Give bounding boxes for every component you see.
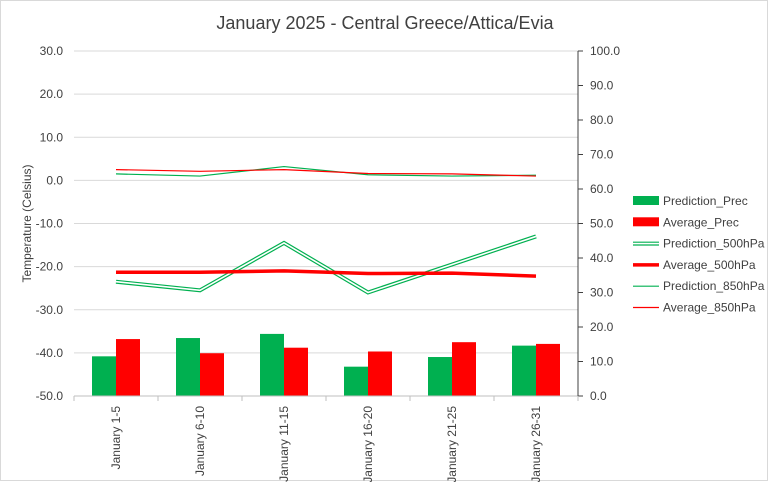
y-left-tick-label: 0.0 [46,173,63,187]
bar [536,343,560,396]
y-right-tick-label: 70.0 [590,148,614,162]
x-tick-label: January 21-25 [445,406,459,482]
x-tick-label: January 6-10 [193,406,207,476]
series-line-inner [115,235,537,294]
y-right-tick-label: 100.0 [590,44,620,58]
x-tick-label: January 1-5 [109,406,123,470]
legend-swatch [633,217,659,227]
y-left-tick-label: 10.0 [40,130,64,144]
bar [452,342,476,396]
bar [260,333,284,396]
legend: Prediction_Prec Average_Prec Prediction_50… [633,194,765,315]
x-tick-label: January 16-20 [361,406,375,482]
y-right-tick-label: 30.0 [590,286,614,300]
y-right-tick-label: 20.0 [590,320,614,334]
bar [512,345,536,396]
y-right-tick-label: 0.0 [590,389,607,403]
chart-title: January 2025 - Central Greece/Attica/Evi… [216,13,554,33]
series-line [115,234,537,295]
bar [368,351,392,396]
y-left-tick-label: -10.0 [36,217,64,231]
legend-label: Average_850hPa [663,301,756,315]
y-left-tick-label: -30.0 [36,303,64,317]
legend-label: Prediction_500hPa [663,237,765,251]
bar [428,357,452,396]
y-right-tick-label: 50.0 [590,217,614,231]
series-line [115,165,537,177]
bar [344,366,368,396]
bars [92,333,560,396]
legend-swatch [633,196,659,205]
y-right-tick-label: 90.0 [590,79,614,93]
axes: -50.0 -40.0 -30.0 -20.0 -10.0 0.0 10.0 20.0 30.0… [20,44,620,482]
y-left-tick-label: -50.0 [36,389,64,403]
y-right-tick-label: 60.0 [590,182,614,196]
x-tick-label: January 11-15 [277,406,291,482]
lines [115,165,537,295]
legend-label: Average_Prec [663,215,739,229]
x-tick-label: January 26-31 [529,406,543,482]
y-left-tick-label: 20.0 [40,87,64,101]
series-line [115,168,537,177]
y-left-tick-label: -40.0 [36,346,64,360]
y-right-tick-label: 10.0 [590,355,614,369]
y-left-tick-label: -20.0 [36,260,64,274]
legend-label: Prediction_Prec [663,194,748,208]
y-left-tick-label: 30.0 [40,44,64,58]
y-axis-title: Temperature (Celsius) [20,164,34,282]
bar [176,338,200,396]
bar [92,356,116,396]
bar [116,339,140,396]
y-right-tick-label: 80.0 [590,113,614,127]
gridlines [74,50,578,354]
series-line [116,269,537,278]
legend-label: Prediction_850hPa [663,279,765,293]
bar [200,353,224,396]
bar [284,347,308,396]
legend-label: Average_500hPa [663,258,756,272]
y-right-tick-label: 40.0 [590,251,614,265]
